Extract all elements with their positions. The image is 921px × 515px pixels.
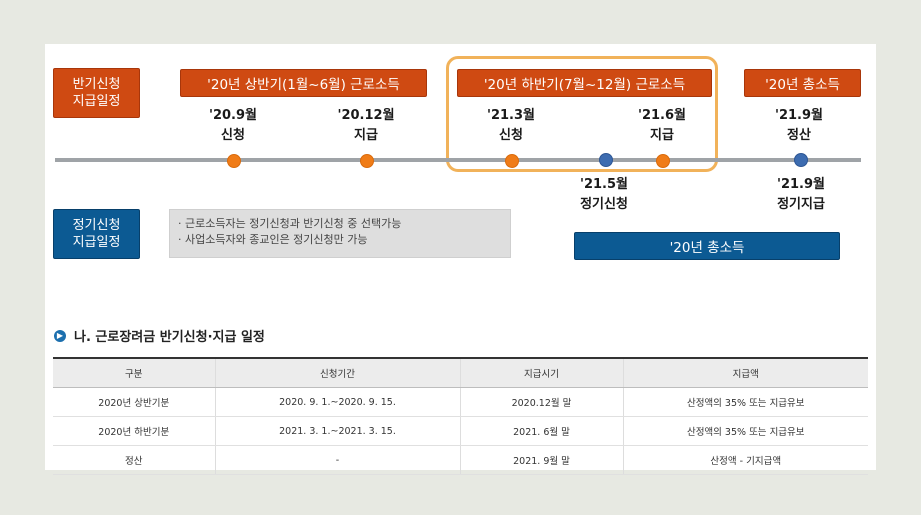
table-header-cell: 지급시기 <box>460 357 624 388</box>
timeline-point-3: '21.3월 신청 <box>461 106 561 146</box>
timeline-date: '20.9월 <box>208 108 257 123</box>
table-cell: 2021. 6월 말 <box>460 416 624 446</box>
timeline-label: 지급 <box>354 128 378 143</box>
timeline-point-1: '20.9월 신청 <box>183 106 283 146</box>
timeline-point-4: '21.6월 지급 <box>612 106 712 146</box>
timeline-dot-regular <box>794 153 808 167</box>
badge-line: 지급일정 <box>72 235 121 250</box>
badge-line: 반기신청 <box>72 77 121 92</box>
table-header-row: 구분 신청기간 지급시기 지급액 <box>53 357 868 388</box>
table-header-cell: 구분 <box>53 357 216 388</box>
table-cell: 2020.12월 말 <box>460 387 624 417</box>
timeline-date: '21.3월 <box>486 108 535 123</box>
schedule-table: 구분 신청기간 지급시기 지급액 2020년 상반기분 2020. 9. 1.~… <box>53 357 868 475</box>
half-year-schedule-badge: 반기신청 지급일정 <box>53 68 140 118</box>
table-cell: 산정액의 35% 또는 지급유보 <box>623 416 868 446</box>
timeline-dot-regular <box>599 153 613 167</box>
table-row: 정산 - 2021. 9월 말 산정액 - 기지급액 <box>53 445 868 475</box>
second-half-highlight <box>446 56 718 172</box>
schedule-card: 반기신청 지급일정 정기신청 지급일정 '20년 상반기(1월~6월) 근로소득… <box>45 44 876 475</box>
table-cell: 2020년 하반기분 <box>53 416 216 446</box>
table-cell: 정산 <box>53 445 216 475</box>
table-cell: 2020. 9. 1.~2020. 9. 15. <box>215 387 461 417</box>
timeline-date: '20.12월 <box>337 108 395 123</box>
timeline-dot <box>227 154 241 168</box>
timeline-date: '21.9월 <box>774 108 823 123</box>
table-cell: 산정액의 35% 또는 지급유보 <box>623 387 868 417</box>
total-income-label-bottom: '20년 총소득 <box>574 232 840 260</box>
timeline-label: 신청 <box>221 128 245 143</box>
timeline-date: '21.5월 <box>579 177 628 192</box>
table-cell: 2021. 9월 말 <box>460 445 624 475</box>
timeline-date: '21.9월 <box>776 177 825 192</box>
regular-schedule-badge: 정기신청 지급일정 <box>53 209 140 259</box>
notes-box: · 근로소득자는 정기신청과 반기신청 중 선택가능 · 사업소득자와 종교인은… <box>169 209 511 258</box>
timeline-label: 신청 <box>499 128 523 143</box>
second-half-income-label: '20년 하반기(7월~12월) 근로소득 <box>457 69 712 97</box>
note-line: · 근로소득자는 정기신청과 반기신청 중 선택가능 <box>178 217 402 230</box>
table-row: 2020년 상반기분 2020. 9. 1.~2020. 9. 15. 2020… <box>53 387 868 417</box>
badge-line: 지급일정 <box>72 94 121 109</box>
timeline-label: 정기지급 <box>777 197 825 212</box>
first-half-income-label: '20년 상반기(1월~6월) 근로소득 <box>180 69 427 97</box>
table-header-cell: 지급액 <box>623 357 868 388</box>
timeline-label: 정산 <box>787 128 811 143</box>
timeline-label: 정기신청 <box>580 197 628 212</box>
timeline-dot <box>505 154 519 168</box>
bullet-arrow-icon: ▶ <box>54 329 66 342</box>
table-cell: 2021. 3. 1.~2021. 3. 15. <box>215 416 461 446</box>
timeline-point-regular-1: '21.5월 정기신청 <box>554 175 654 215</box>
timeline-bar <box>55 158 861 162</box>
timeline-dot <box>656 154 670 168</box>
timeline-dot <box>360 154 374 168</box>
section-heading: ▶ 나. 근로장려금 반기신청·지급 일정 <box>54 326 265 345</box>
timeline-date: '21.6월 <box>637 108 686 123</box>
timeline-point-2: '20.12월 지급 <box>316 106 416 146</box>
timeline-point-5: '21.9월 정산 <box>749 106 849 146</box>
table-cell: 산정액 - 기지급액 <box>623 445 868 475</box>
badge-line: 정기신청 <box>72 218 121 233</box>
table-cell: 2020년 상반기분 <box>53 387 216 417</box>
table-header-cell: 신청기간 <box>215 357 461 388</box>
table-cell: - <box>215 445 461 475</box>
timeline-point-regular-2: '21.9월 정기지급 <box>751 175 851 215</box>
table-row: 2020년 하반기분 2021. 3. 1.~2021. 3. 15. 2021… <box>53 416 868 446</box>
section-title: 나. 근로장려금 반기신청·지급 일정 <box>74 330 265 345</box>
note-line: · 사업소득자와 종교인은 정기신청만 가능 <box>178 233 368 246</box>
timeline-label: 지급 <box>650 128 674 143</box>
total-income-label-top: '20년 총소득 <box>744 69 861 97</box>
